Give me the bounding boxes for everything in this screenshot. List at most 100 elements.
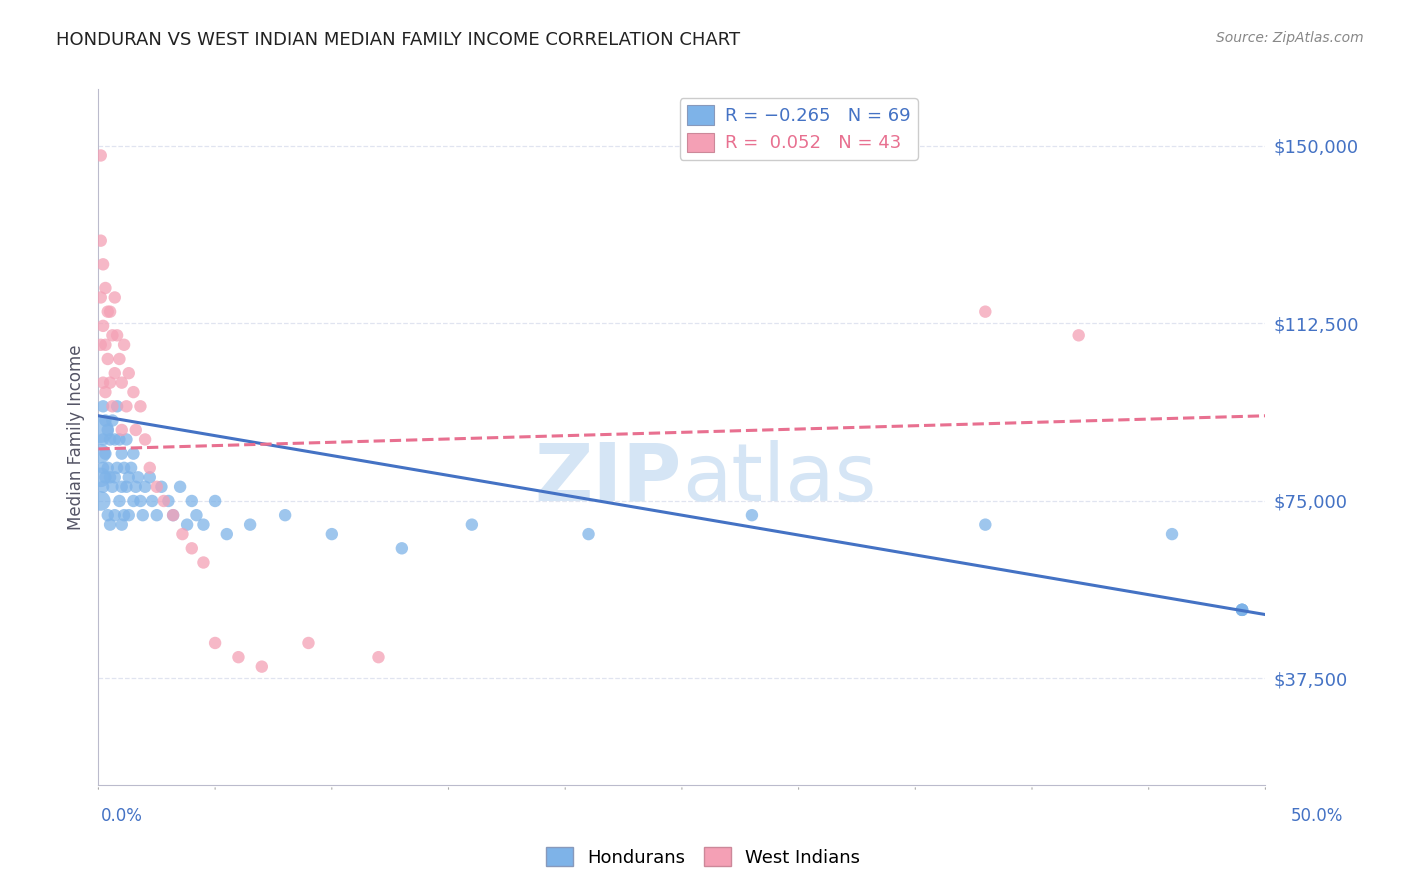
Point [228, 650, 250, 665]
Point [97, 304, 120, 318]
Point [97, 460, 120, 475]
Point [146, 508, 169, 523]
Point [112, 508, 135, 523]
Point [91, 257, 114, 271]
Point [125, 480, 148, 494]
Text: 50.0%: 50.0% [1291, 807, 1343, 825]
Point [101, 400, 124, 414]
Point [91, 460, 114, 475]
Point [176, 517, 198, 532]
Point [108, 433, 131, 447]
Point [169, 480, 191, 494]
Point [1161, 527, 1184, 541]
Point [391, 541, 413, 556]
Y-axis label: Median Family Income: Median Family Income [66, 344, 84, 530]
Point [578, 527, 600, 541]
Point [1067, 328, 1090, 343]
Point [104, 470, 127, 484]
Point [111, 517, 134, 532]
Point [90, 338, 112, 352]
Point [104, 433, 127, 447]
Point [134, 480, 156, 494]
Text: HONDURAN VS WEST INDIAN MEDIAN FAMILY INCOME CORRELATION CHART: HONDURAN VS WEST INDIAN MEDIAN FAMILY IN… [56, 31, 741, 49]
Point [98, 304, 121, 318]
Point [146, 480, 169, 494]
Point [112, 460, 135, 475]
Text: atlas: atlas [682, 440, 876, 518]
Point [122, 447, 145, 461]
Point [91, 400, 114, 414]
Point [101, 480, 124, 494]
Point [186, 508, 208, 523]
Point [461, 517, 484, 532]
Point [101, 328, 124, 343]
Point [97, 508, 120, 523]
Point [111, 447, 134, 461]
Point [122, 494, 145, 508]
Point [150, 480, 173, 494]
Point [139, 460, 162, 475]
Point [105, 400, 128, 414]
Point [125, 423, 148, 437]
Point [215, 527, 238, 541]
Point [91, 433, 114, 447]
Point [139, 470, 162, 484]
Point [90, 470, 112, 484]
Point [94, 281, 117, 295]
Point [132, 508, 155, 523]
Point [180, 541, 202, 556]
Point [118, 470, 141, 484]
Point [97, 351, 120, 366]
Point [112, 338, 135, 352]
Point [1230, 603, 1253, 617]
Point [129, 400, 152, 414]
Point [108, 351, 131, 366]
Point [127, 470, 149, 484]
Point [250, 659, 273, 673]
Text: ZIP: ZIP [534, 440, 682, 518]
Text: 0.0%: 0.0% [101, 807, 143, 825]
Point [180, 494, 202, 508]
Point [141, 494, 163, 508]
Legend: R = −0.265   N = 69, R =  0.052   N = 43: R = −0.265 N = 69, R = 0.052 N = 43 [679, 98, 918, 160]
Point [111, 376, 134, 390]
Point [162, 508, 184, 523]
Point [91, 480, 114, 494]
Point [105, 460, 128, 475]
Point [193, 517, 215, 532]
Point [129, 494, 152, 508]
Point [98, 376, 121, 390]
Point [108, 494, 131, 508]
Point [118, 366, 141, 380]
Point [193, 556, 215, 570]
Point [101, 413, 124, 427]
Point [94, 447, 117, 461]
Point [104, 290, 127, 304]
Point [274, 508, 297, 523]
Point [91, 318, 114, 333]
Point [91, 376, 114, 390]
Point [98, 470, 121, 484]
Point [105, 328, 128, 343]
Point [120, 460, 142, 475]
Point [297, 636, 319, 650]
Legend: Hondurans, West Indians: Hondurans, West Indians [538, 840, 868, 874]
Point [1230, 603, 1253, 617]
Point [122, 385, 145, 400]
Point [94, 413, 117, 427]
Point [111, 423, 134, 437]
Point [94, 338, 117, 352]
Point [90, 447, 112, 461]
Point [974, 517, 997, 532]
Point [1230, 603, 1253, 617]
Point [204, 494, 226, 508]
Point [104, 508, 127, 523]
Point [90, 423, 112, 437]
Point [974, 304, 997, 318]
Point [111, 480, 134, 494]
Point [321, 527, 343, 541]
Point [90, 234, 112, 248]
Point [104, 366, 127, 380]
Point [134, 433, 156, 447]
Point [157, 494, 180, 508]
